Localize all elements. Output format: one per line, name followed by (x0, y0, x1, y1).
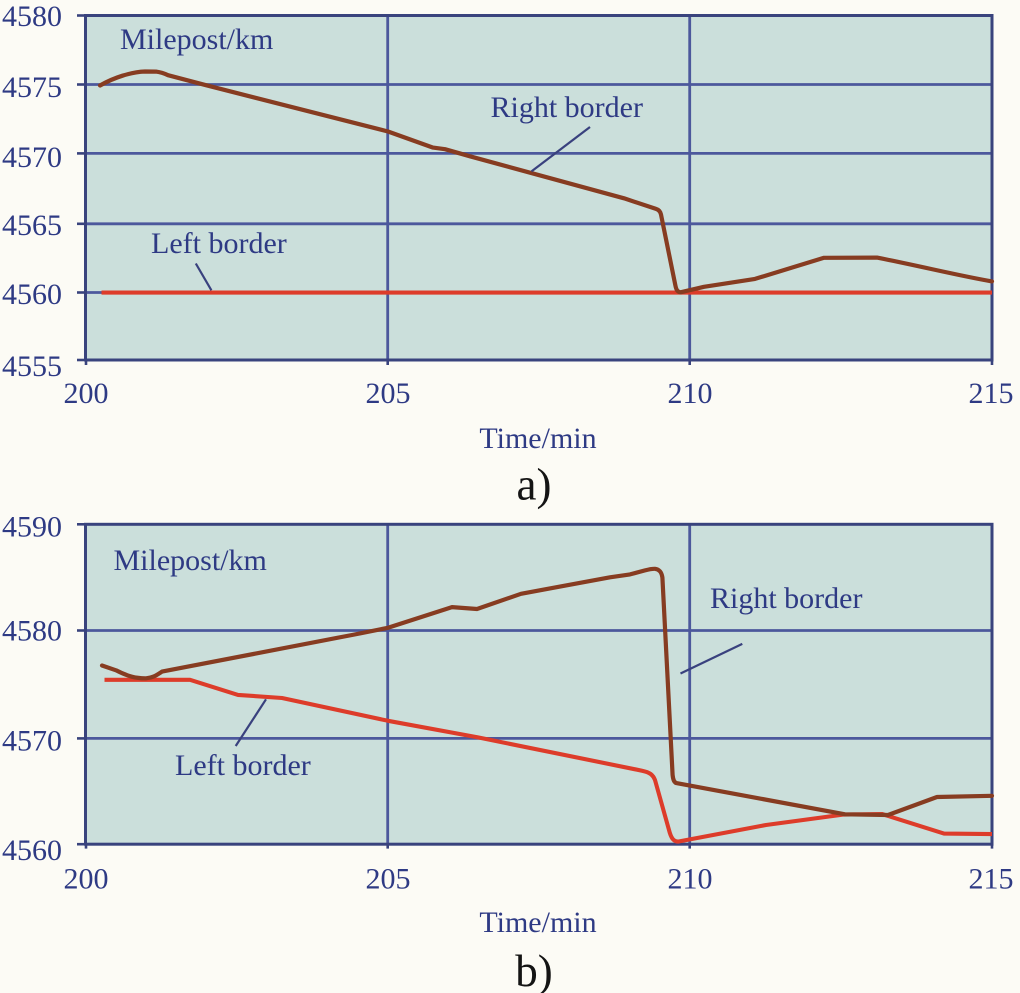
svg-text:a): a) (517, 460, 552, 510)
svg-text:Left border: Left border (175, 749, 311, 782)
svg-text:200: 200 (64, 863, 109, 896)
svg-text:Milepost/km: Milepost/km (114, 544, 267, 577)
svg-text:210: 210 (668, 863, 713, 896)
svg-text:4580: 4580 (2, 615, 62, 648)
svg-text:Time/min: Time/min (479, 906, 596, 939)
svg-text:4570: 4570 (2, 141, 62, 174)
svg-text:200: 200 (64, 377, 109, 410)
svg-text:4560: 4560 (2, 834, 62, 867)
svg-text:Left border: Left border (151, 227, 287, 260)
svg-text:4570: 4570 (2, 725, 62, 758)
svg-text:215: 215 (969, 863, 1014, 896)
svg-text:4555: 4555 (2, 350, 62, 383)
svg-text:Milepost/km: Milepost/km (120, 23, 273, 56)
svg-text:Right border: Right border (710, 582, 862, 615)
svg-text:210: 210 (668, 377, 713, 410)
svg-text:205: 205 (366, 863, 411, 896)
svg-text:215: 215 (969, 377, 1014, 410)
svg-text:4575: 4575 (2, 71, 62, 104)
svg-text:4580: 4580 (2, 0, 62, 33)
svg-text:4560: 4560 (2, 278, 62, 311)
svg-text:Right border: Right border (491, 91, 643, 124)
svg-text:205: 205 (366, 377, 411, 410)
svg-text:Time/min: Time/min (479, 422, 596, 455)
svg-text:4590: 4590 (2, 510, 62, 543)
svg-text:b): b) (515, 946, 553, 993)
svg-text:4565: 4565 (2, 209, 62, 242)
